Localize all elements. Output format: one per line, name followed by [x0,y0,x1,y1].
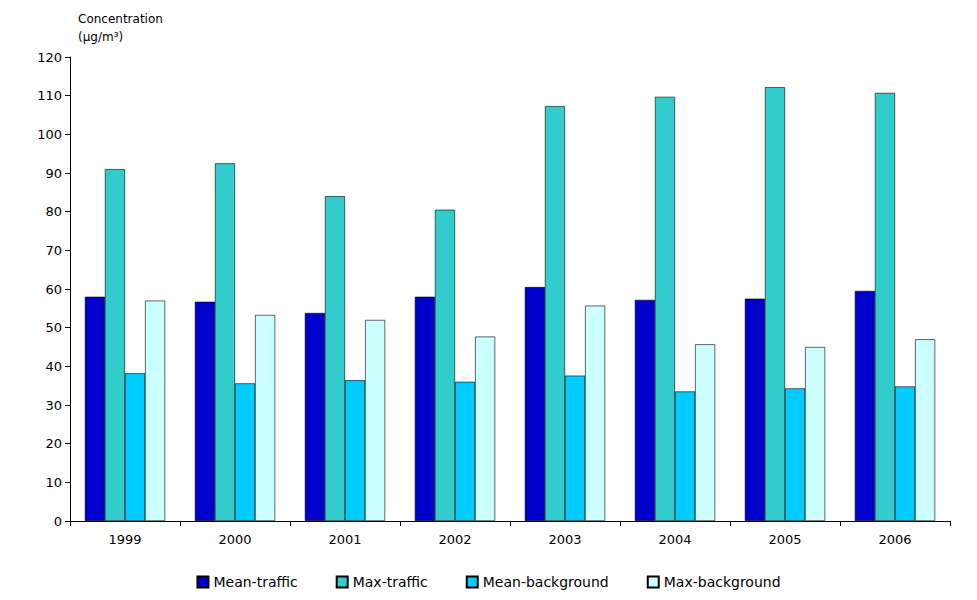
svg-text:Max-background: Max-background [664,574,781,590]
svg-text:1999: 1999 [108,532,141,547]
svg-text:Mean-traffic: Mean-traffic [213,574,297,590]
svg-text:120: 120 [37,50,62,65]
svg-text:2003: 2003 [548,532,581,547]
svg-text:2005: 2005 [768,532,801,547]
svg-text:30: 30 [45,398,62,413]
svg-text:40: 40 [45,359,62,374]
svg-text:2001: 2001 [328,532,361,547]
svg-text:2002: 2002 [438,532,471,547]
svg-text:Max-traffic: Max-traffic [353,574,428,590]
svg-text:60: 60 [45,282,62,297]
svg-text:0: 0 [54,514,62,529]
svg-text:(µg/m³): (µg/m³) [78,30,123,44]
svg-text:2004: 2004 [658,532,691,547]
svg-text:2006: 2006 [878,532,911,547]
svg-text:100: 100 [37,127,62,142]
svg-text:50: 50 [45,320,62,335]
svg-text:10: 10 [45,475,62,490]
svg-text:Concentration: Concentration [78,12,163,26]
svg-text:110: 110 [37,88,62,103]
svg-text:Mean-background: Mean-background [483,574,609,590]
svg-text:70: 70 [45,243,62,258]
svg-text:90: 90 [45,166,62,181]
svg-text:20: 20 [45,436,62,451]
svg-text:2000: 2000 [218,532,251,547]
svg-text:80: 80 [45,204,62,219]
